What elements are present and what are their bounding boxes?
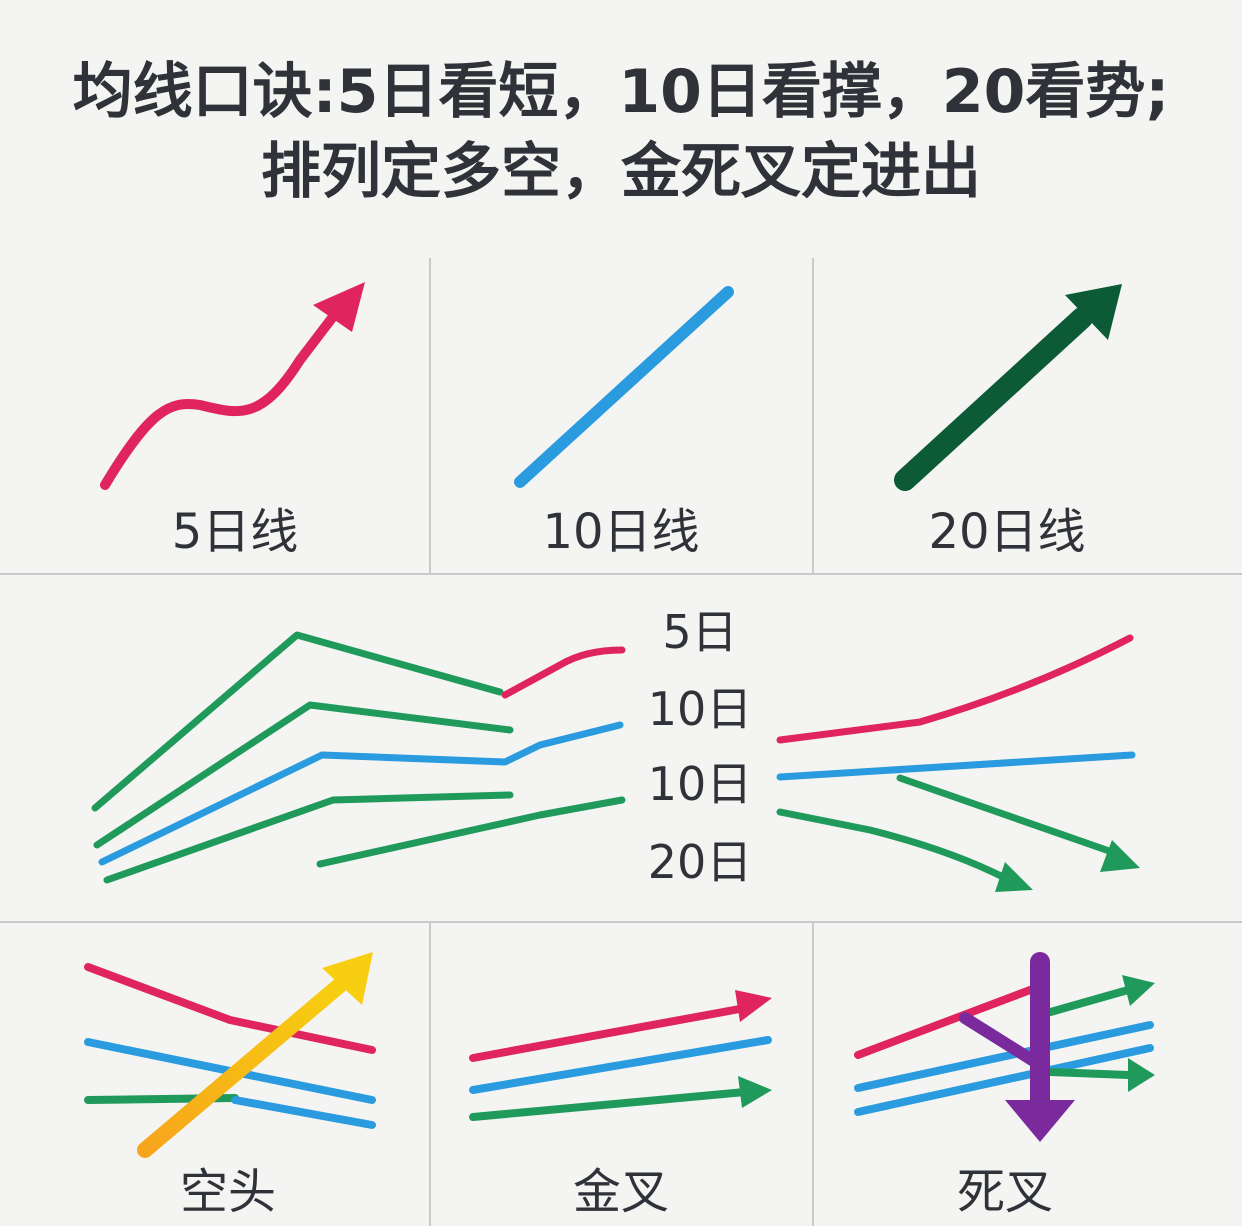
panel-label: 空头 xyxy=(180,1164,276,1220)
ma-label: 10日 xyxy=(648,682,753,736)
line-10-icon xyxy=(514,286,734,488)
panel-label: 10日线 xyxy=(542,504,699,560)
title-line: 均线口诀:5日看短，10日看撑，20看势; xyxy=(73,57,1170,127)
ma-label: 10日 xyxy=(648,757,753,811)
golden-cross-icon xyxy=(469,990,772,1121)
ma-label: 5日 xyxy=(662,605,737,659)
ma-label: 20日 xyxy=(648,835,753,889)
line-5-icon xyxy=(100,282,365,490)
panel-label: 金叉 xyxy=(573,1164,669,1220)
line-20-icon xyxy=(894,284,1122,491)
ma-lines xyxy=(91,631,1140,892)
death-cross-icon xyxy=(854,952,1155,1142)
dividers xyxy=(0,258,1242,1226)
panel-label: 20日线 xyxy=(928,504,1085,560)
panel-label: 5日线 xyxy=(172,504,299,560)
bearish-icon xyxy=(84,952,376,1158)
title-line: 排列定多空，金死叉定进出 xyxy=(261,137,981,207)
panel-label: 死叉 xyxy=(957,1164,1053,1220)
